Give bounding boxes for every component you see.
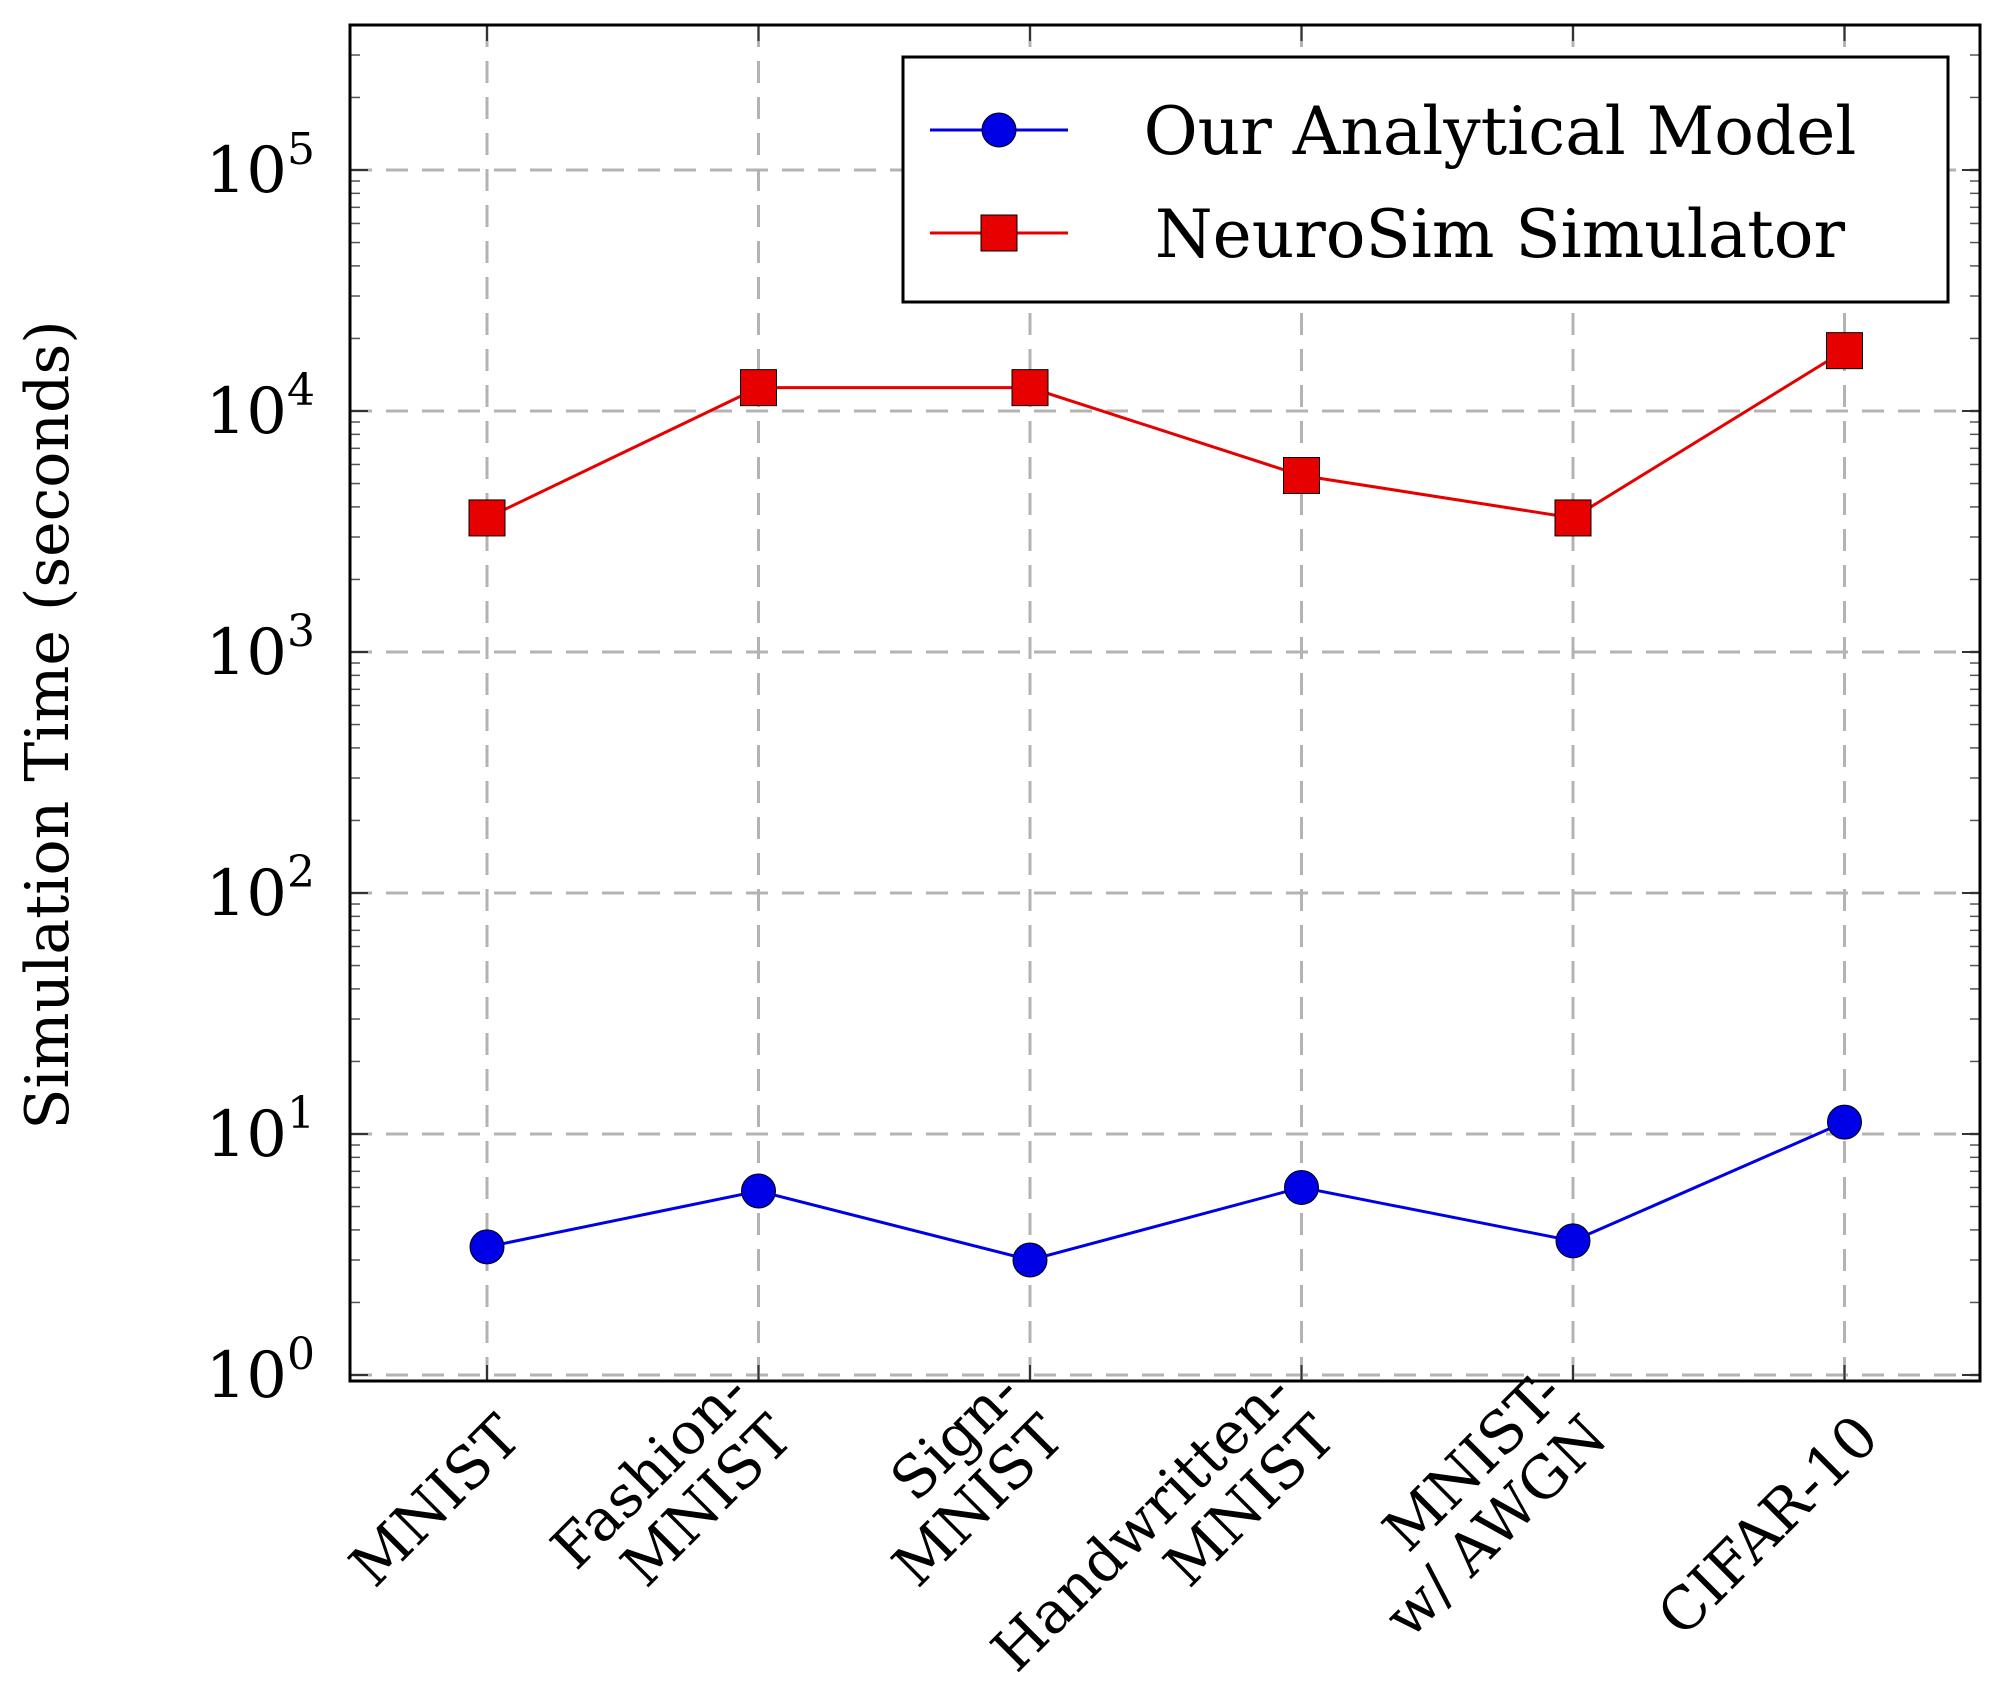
series-neurosim (468, 332, 1863, 537)
y-tick-labels: 100 101 102 103 104 105 (206, 124, 315, 1413)
x-tick-labels: MNIST Fashion-MNIST Sign-MNISTHandwritten-… (336, 1358, 1891, 1684)
legend-label: Our Analytical Model (1144, 93, 1857, 170)
legend-box (901, 55, 1950, 304)
data-point (741, 1173, 776, 1209)
data-point (1827, 1104, 1862, 1140)
y-tick-label: 101 (206, 1088, 315, 1172)
legend-item: Our Analytical Model (930, 93, 1856, 170)
y-tick-label: 105 (206, 124, 315, 208)
x-tick-label: Handwritten-MNIST (978, 1358, 1348, 1684)
legend-item: NeuroSim Simulator (930, 196, 1846, 273)
x-tick-label: Fashion-MNIST (538, 1358, 806, 1599)
x-tick-label: MNIST (336, 1402, 534, 1600)
legend: Our Analytical Model NeuroSim Simulator (901, 55, 1950, 304)
data-point (1555, 1223, 1591, 1259)
plot-frame (348, 23, 1982, 1383)
series-layer (468, 332, 1863, 1278)
data-point (1826, 332, 1863, 370)
x-tick-label-line: CIFAR-10 (1644, 1402, 1891, 1649)
series-line (486, 1120, 1846, 1262)
series-line (486, 349, 1846, 520)
y-tick-label: 102 (206, 847, 315, 931)
y-tick-label: 100 (206, 1329, 315, 1413)
legend-label: NeuroSim Simulator (1155, 196, 1846, 273)
y-tick-label: 103 (206, 606, 315, 690)
data-point (1554, 499, 1592, 537)
data-point (469, 1229, 505, 1265)
y-tick-label: 104 (206, 365, 315, 449)
data-point (468, 499, 506, 537)
data-point (1011, 369, 1049, 407)
y-axis-label: Simulation Time (seconds) (13, 320, 83, 1129)
data-point (1012, 1242, 1048, 1278)
x-tick-label: Sign-MNIST (877, 1358, 1077, 1599)
legend-marker (981, 112, 1017, 148)
x-tick-label: CIFAR-10 (1644, 1402, 1891, 1649)
series-analytical-model (469, 1104, 1862, 1278)
x-tick-label: MNIST-w/ AWGN (1370, 1358, 1620, 1651)
legend-marker (980, 214, 1018, 252)
data-point (740, 369, 777, 407)
data-point (1283, 456, 1320, 494)
x-tick-label-line: MNIST (336, 1402, 534, 1600)
data-point (1284, 1169, 1319, 1205)
minor-ticks (350, 25, 1980, 1381)
